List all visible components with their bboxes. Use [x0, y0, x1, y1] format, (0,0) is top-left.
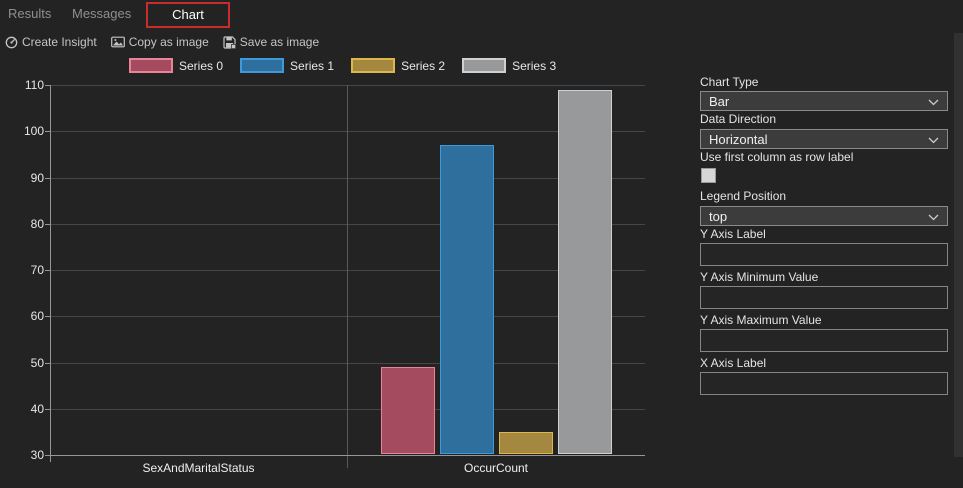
- x-axis-label-label: X Axis Label: [700, 356, 767, 370]
- chart-legend: Series 0 Series 1 Series 2 Series 3: [129, 58, 556, 73]
- y-axis-label-label: Y Axis Label: [700, 227, 766, 241]
- copy-as-image-button[interactable]: Copy as image: [110, 35, 209, 49]
- legend-label: Series 0: [179, 58, 224, 73]
- y-axis-tick-label: 80: [30, 217, 44, 231]
- copy-as-image-label: Copy as image: [128, 35, 209, 49]
- x-axis-line: [50, 455, 645, 456]
- y-axis-tick-label: 50: [30, 356, 44, 370]
- y-gridline: [51, 131, 645, 132]
- y-axis-tick: [45, 224, 50, 225]
- create-insight-icon: [5, 36, 18, 49]
- legend-swatch: [240, 58, 285, 73]
- legend-item[interactable]: Series 3: [462, 58, 556, 73]
- y-gridline: [51, 85, 645, 86]
- y-axis-tick-label: 40: [30, 402, 44, 416]
- y-axis-tick-label: 30: [30, 448, 44, 462]
- legend-position-select[interactable]: top: [700, 206, 948, 226]
- legend-label: Series 2: [401, 58, 446, 73]
- legend-swatch: [351, 58, 396, 73]
- y-axis-max-input[interactable]: [700, 329, 948, 352]
- save-icon: [223, 35, 236, 49]
- data-direction-label: Data Direction: [700, 112, 777, 126]
- y-axis-label-input[interactable]: [700, 243, 948, 266]
- legend-item[interactable]: Series 2: [351, 58, 445, 73]
- y-axis-tick: [45, 270, 50, 271]
- save-as-image-button[interactable]: Save as image: [223, 35, 319, 49]
- create-insight-label: Create Insight: [22, 35, 97, 49]
- legend-position-value: top: [709, 208, 728, 224]
- bar-series-0: [381, 367, 435, 454]
- create-insight-button[interactable]: Create Insight: [5, 35, 97, 49]
- y-axis-tick: [45, 131, 50, 132]
- y-axis-tick: [45, 178, 50, 179]
- y-axis-tick: [45, 363, 50, 364]
- chart-toolbar: Create Insight Copy as image: [5, 33, 319, 51]
- y-gridline: [51, 409, 645, 410]
- chart-type-select[interactable]: Bar: [700, 91, 948, 111]
- chevron-down-icon: [928, 132, 939, 147]
- y-gridline: [51, 178, 645, 179]
- data-direction-value: Horizontal: [709, 131, 768, 147]
- legend-item[interactable]: Series 1: [240, 58, 334, 73]
- legend-label: Series 1: [290, 58, 335, 73]
- chevron-down-icon: [928, 94, 939, 109]
- bar-series-3: [558, 90, 612, 454]
- panel-scrollbar[interactable]: [954, 33, 963, 457]
- x-axis-label-input[interactable]: [700, 372, 948, 395]
- y-axis-min-input[interactable]: [700, 286, 948, 309]
- chevron-down-icon: [928, 209, 939, 224]
- chart-type-label: Chart Type: [700, 75, 759, 89]
- tab-results[interactable]: Results: [8, 6, 52, 21]
- legend-item[interactable]: Series 0: [129, 58, 223, 73]
- legend-position-label: Legend Position: [700, 189, 787, 203]
- chart-tab-annotation-box: Chart: [146, 2, 230, 28]
- y-gridline: [51, 224, 645, 225]
- y-axis-tick: [45, 85, 50, 86]
- y-axis-tick-label: 90: [30, 171, 44, 185]
- image-icon: [110, 36, 125, 48]
- legend-swatch: [129, 58, 173, 73]
- bar-series-1: [440, 145, 494, 454]
- first-column-row-label-checkbox[interactable]: [701, 168, 716, 183]
- legend-swatch: [462, 58, 507, 73]
- data-direction-select[interactable]: Horizontal: [700, 129, 948, 149]
- y-axis-tick-label: 110: [24, 78, 44, 92]
- y-axis-line: [50, 85, 51, 462]
- y-gridline: [51, 316, 645, 317]
- y-axis-min-label: Y Axis Minimum Value: [700, 270, 819, 284]
- x-axis-category-label: SexAndMaritalStatus: [142, 461, 255, 475]
- y-axis-tick-label: 70: [30, 263, 44, 277]
- y-axis-max-label: Y Axis Maximum Value: [700, 313, 822, 327]
- y-gridline: [51, 270, 645, 271]
- bar-chart: 30 40 50 60 70 80 90 100 110 SexAndMaritalStatus O…: [23, 78, 645, 475]
- y-axis-tick-label: 60: [30, 309, 44, 323]
- tab-chart[interactable]: Chart: [172, 7, 204, 22]
- legend-label: Series 3: [512, 58, 557, 73]
- x-axis-category-label: OccurCount: [463, 461, 529, 475]
- tab-messages[interactable]: Messages: [72, 6, 132, 21]
- y-axis-tick: [45, 316, 50, 317]
- bar-series-2: [499, 432, 553, 454]
- y-gridline: [51, 363, 645, 364]
- category-separator-line: [347, 85, 348, 468]
- chart-type-value: Bar: [709, 93, 730, 109]
- y-axis-tick-label: 100: [23, 124, 44, 138]
- y-axis-tick: [45, 409, 50, 410]
- save-as-image-label: Save as image: [239, 35, 320, 49]
- first-column-row-label-label: Use first column as row label: [700, 150, 854, 164]
- y-axis-tick: [45, 455, 50, 456]
